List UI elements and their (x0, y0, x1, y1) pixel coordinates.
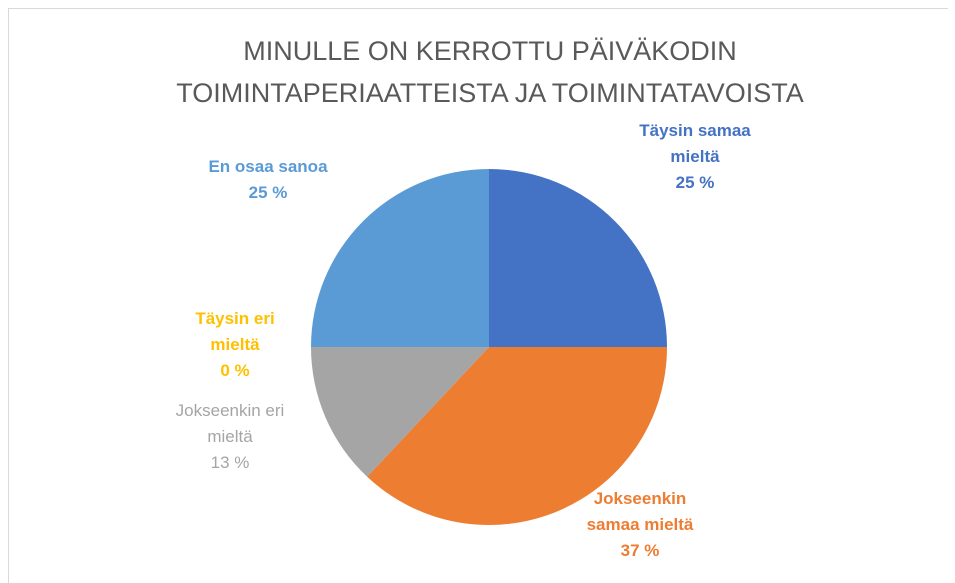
data-label: Jokseenkin samaa mieltä 37 % (575, 486, 705, 564)
category-label: Täysin samaa mieltä (639, 121, 751, 166)
value-label: 25 % (248, 183, 288, 202)
category-label: Jokseenkin samaa mieltä (586, 489, 694, 534)
value-label: 0 % (220, 361, 250, 380)
category-label: Jokseenkin eri mieltä (175, 401, 285, 446)
pie-slice (311, 347, 489, 477)
category-label: Täysin eri mieltä (195, 309, 275, 354)
data-label: En osaa sanoa 25 % (188, 154, 348, 206)
value-label: 25 % (675, 173, 715, 192)
pie-slice (489, 169, 667, 347)
pie-slice (367, 347, 667, 525)
data-label: Täysin samaa mieltä 25 % (625, 118, 765, 196)
chart-title: MINULLE ON KERROTTU PÄIVÄKODIN TOIMINTAP… (176, 36, 804, 108)
chart-frame (8, 8, 948, 583)
value-label: 37 % (620, 541, 660, 560)
pie-slice (311, 169, 489, 347)
data-label: Jokseenkin eri mieltä 13 % (160, 398, 300, 476)
data-label: Täysin eri mieltä 0 % (180, 306, 290, 384)
value-label: 13 % (210, 453, 250, 472)
category-label: En osaa sanoa (208, 157, 328, 176)
